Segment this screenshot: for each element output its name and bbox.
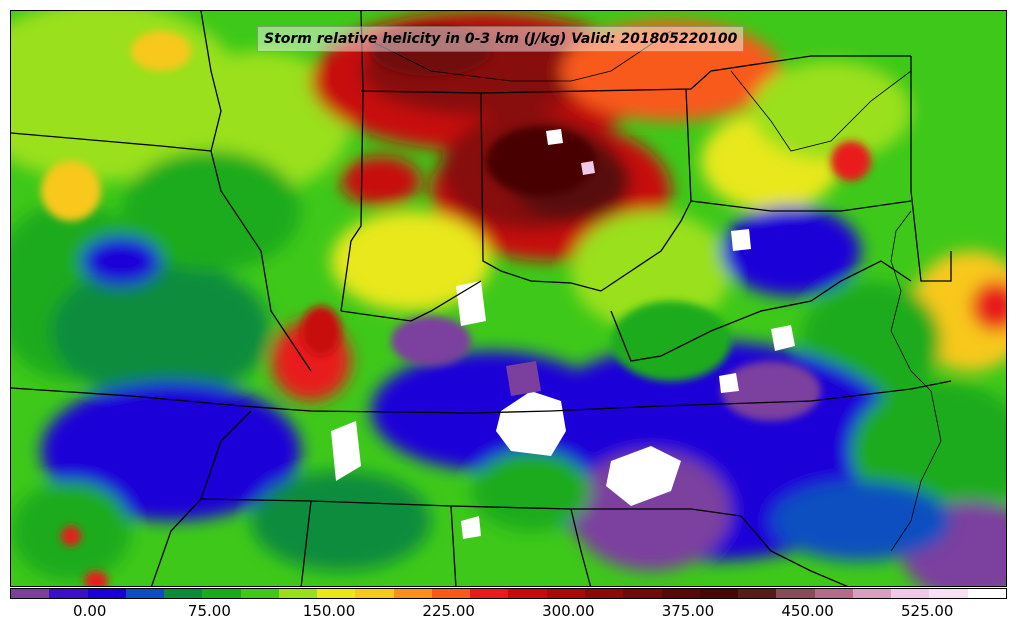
colorbar-segment [891, 589, 930, 598]
colorbar-segment [11, 589, 50, 598]
colorbar-tick-label: 225.00 [422, 602, 475, 620]
map-title: Storm relative helicity in 0-3 km (J/kg)… [257, 26, 745, 52]
colorbar [10, 588, 1007, 599]
colorbar-segment [584, 589, 624, 598]
colorbar-segment [661, 589, 700, 598]
field-max-patches [331, 129, 795, 539]
colorbar-segment [202, 589, 241, 598]
colorbar-segment [814, 589, 853, 598]
colorbar-segment [623, 589, 662, 598]
colorbar-segment [738, 589, 777, 598]
coastlines [370, 30, 942, 552]
colorbar-segment [776, 589, 815, 598]
colorbar-tick-label: 150.00 [302, 602, 356, 620]
colorbar-segment [431, 589, 471, 598]
colorbar-segment [164, 589, 203, 598]
colorbar-segment [49, 589, 88, 598]
colorbar-segment [508, 589, 547, 598]
colorbar-tick-label: 300.00 [542, 602, 595, 620]
colorbar-segment [278, 589, 318, 598]
colorbar-segment [125, 589, 165, 598]
colorbar-tick-labels: 0.00 75.00 150.00 225.00 300.00 375.00 450.00 5… [10, 600, 1007, 630]
colorbar-segment [699, 589, 739, 598]
field-contours-detail [41, 26, 871, 586]
colorbar-tick-label: 375.00 [661, 602, 715, 620]
helicity-field-map [11, 11, 1006, 586]
colorbar-segment [852, 589, 892, 598]
colorbar-segment [87, 589, 126, 598]
colorbar-segment [967, 589, 1006, 598]
colorbar-tick-label: 0.00 [73, 602, 107, 620]
colorbar-segment [355, 589, 394, 598]
colorbar-segment [393, 589, 432, 598]
colorbar-segment [240, 589, 279, 598]
colorbar-tick-label: 525.00 [900, 602, 954, 620]
colorbar-segment [470, 589, 509, 598]
colorbar-segment [317, 589, 356, 598]
colorbar-segment [929, 589, 968, 598]
colorbar-tick-label: 450.00 [781, 602, 834, 620]
colorbar-tick-label: 75.00 [187, 602, 231, 620]
state-boundaries [11, 11, 952, 586]
map-panel: Storm relative helicity in 0-3 km (J/kg)… [10, 10, 1007, 587]
colorbar-segment [546, 589, 585, 598]
